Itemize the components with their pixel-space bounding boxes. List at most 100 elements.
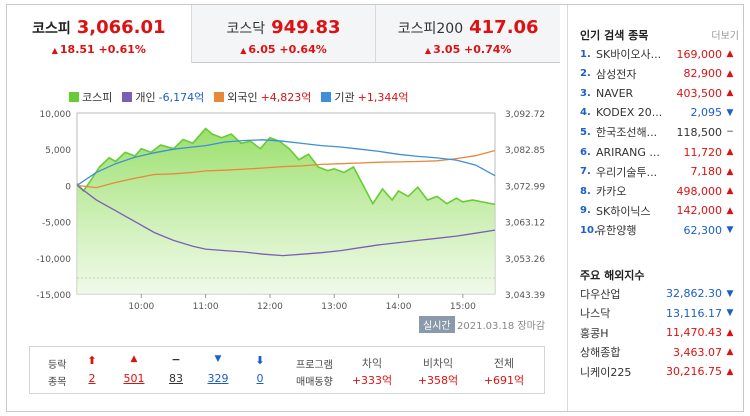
- side-panel: 인기 검색 종목 더보기 1. SK바이오사... 169,000 ▲ 2. 삼성전자 82…: [567, 5, 745, 411]
- rank: 7.: [580, 166, 591, 178]
- overseas-item[interactable]: 상해종합 3,463.07 ▲: [580, 343, 740, 362]
- y-right-tick-label: 3,063.12: [505, 219, 545, 229]
- program-label-bottom: 매매동향: [296, 377, 333, 388]
- stock-price: 7,180: [690, 165, 723, 179]
- market-stats: 등락 종목 ⬆ 2 ▲ 501 − 83 ▼ 329 ⬇ 0 프로그램 매매동향…: [29, 346, 545, 394]
- stock-name: NAVER: [596, 86, 634, 100]
- legend-label: 코스피: [82, 91, 113, 104]
- legend-kospi[interactable]: 코스피: [69, 89, 112, 105]
- y-right-tick-label: 3,043.39: [505, 291, 545, 301]
- popular-item[interactable]: 10. 유한양행 62,300 ▼: [580, 221, 740, 239]
- arrow-down-icon: ▼: [726, 308, 734, 318]
- x-tick-label: 14:00: [386, 302, 412, 311]
- individual-line: [76, 184, 496, 257]
- legend-swatch: [321, 92, 332, 102]
- tab-kosdaq[interactable]: 코스닥 949.83 ▲ 6.05 +0.64%: [191, 5, 377, 63]
- x-tick-label: 12:00: [257, 302, 283, 311]
- popular-item[interactable]: 9. SK하이닉스 142,000 ▲: [580, 202, 740, 220]
- legend-value: -6,174억: [158, 91, 205, 104]
- y-left-tick-label: 10,000: [40, 110, 72, 120]
- legend-label: 개인: [135, 91, 156, 104]
- rise-count[interactable]: 501: [123, 372, 145, 385]
- rank: 2.: [580, 68, 591, 80]
- stats-label-bottom: 종목: [48, 377, 67, 388]
- stock-name: 카카오: [596, 185, 627, 199]
- fall-count[interactable]: 329: [207, 372, 229, 385]
- stock-name: SK하이닉스: [596, 204, 651, 218]
- stock-price: 11,720: [683, 145, 723, 159]
- stock-price: 82,900: [683, 67, 723, 81]
- dash-icon: −: [726, 127, 734, 138]
- popular-title: 인기 검색 종목: [580, 29, 649, 42]
- legend-label: 기관: [334, 91, 355, 104]
- index-name: 상해종합: [580, 346, 621, 359]
- legend-swatch: [214, 92, 225, 102]
- triangle-up-icon: ▲: [51, 46, 58, 55]
- popular-item[interactable]: 7. 우리기술투... 7,180 ▲: [580, 163, 740, 181]
- kospi-investor-chart: 10,000 5,000 0 -5,000 -10,000 -15,000 3,092.72…: [36, 110, 545, 311]
- popular-item[interactable]: 5. 한국조선해... 118,500−: [580, 123, 740, 141]
- overseas-title: 주요 해외지수: [580, 269, 645, 282]
- tab-change: 3.05 +0.74%: [433, 43, 512, 56]
- upper-limit-count[interactable]: 2: [88, 372, 96, 385]
- y-left-tick-label: -10,000: [36, 255, 71, 265]
- index-price: 32,862.30: [666, 287, 722, 300]
- legend-swatch: [122, 92, 133, 102]
- institution-line: [76, 139, 496, 186]
- arrow-up-icon: ▲: [726, 347, 734, 357]
- legend-individual[interactable]: 개인 -6,174억: [122, 89, 204, 105]
- fall-icon: ▼: [214, 354, 222, 364]
- legend-foreign[interactable]: 외국인 +4,823억: [214, 89, 311, 105]
- stock-price: 498,000: [676, 184, 723, 198]
- tab-name: 코스피200: [397, 21, 464, 37]
- arrow-up-icon: ▲: [726, 147, 734, 157]
- popular-item[interactable]: 6. ARIRANG ... 11,720 ▲: [580, 143, 740, 161]
- total-value: +691억: [483, 374, 525, 387]
- overseas-item[interactable]: 홍콩H 11,470.43 ▲: [580, 323, 740, 342]
- legend-institution[interactable]: 기관 +1,344억: [321, 89, 409, 105]
- y-left-tick-label: 5,000: [45, 146, 71, 156]
- rank: 6.: [580, 146, 591, 158]
- popular-item[interactable]: 2. 삼성전자 82,900 ▲: [580, 65, 740, 83]
- date-label: 2021.03.18 장마감: [457, 321, 546, 332]
- y-left-tick-label: -15,000: [36, 291, 71, 301]
- unchanged-count[interactable]: 83: [169, 372, 183, 385]
- overseas-item[interactable]: 다우산업 32,862.30 ▼: [580, 284, 740, 303]
- tab-name: 코스닥: [226, 21, 266, 37]
- lower-limit-icon: ⬇: [255, 354, 265, 367]
- popular-item[interactable]: 4. KODEX 20... 2,095 ▼: [580, 104, 740, 122]
- stock-name: 유한양행: [596, 224, 637, 238]
- y-right-tick-label: 3,053.26: [505, 255, 545, 265]
- overseas-item[interactable]: 나스닥 13,116.17 ▼: [580, 304, 740, 323]
- stock-price: 62,300: [683, 223, 723, 237]
- index-price: 13,116.17: [666, 306, 722, 320]
- popular-item[interactable]: 3. NAVER 403,500 ▲: [580, 84, 740, 102]
- rank: 8.: [580, 185, 591, 197]
- index-tabs: 코스피 3,066.01 ▲ 18.51 +0.61% 코스닥 949.83 ▲ 6…: [7, 5, 561, 63]
- stock-price: 2,095: [690, 106, 723, 120]
- arbitrage-header: 차익: [361, 357, 383, 370]
- x-tick-label: 11:00: [193, 302, 219, 311]
- x-tick-label: 13:00: [321, 302, 347, 311]
- more-link[interactable]: 더보기: [711, 31, 739, 42]
- tab-kospi[interactable]: 코스피 3,066.01 ▲ 18.51 +0.61%: [7, 5, 192, 63]
- popular-item[interactable]: 8. 카카오 498,000 ▲: [580, 182, 740, 200]
- y-left-tick-label: 0: [65, 182, 71, 192]
- popular-item[interactable]: 1. SK바이오사... 169,000 ▲: [580, 45, 740, 63]
- overseas-item[interactable]: 니케이225 30,216.75 ▲: [580, 362, 740, 381]
- arbitrage-value: +333억: [351, 374, 393, 387]
- tab-kospi200[interactable]: 코스피200 417.06 ▲ 3.05 +0.74%: [376, 5, 561, 63]
- non-arbitrage-value: +358억: [417, 374, 459, 387]
- rank: 1.: [580, 48, 591, 60]
- live-badge[interactable]: 실시간: [419, 316, 455, 333]
- lower-limit-count[interactable]: 0: [256, 372, 264, 385]
- index-price: 11,470.43: [666, 326, 722, 339]
- legend-value: +4,823억: [260, 91, 312, 104]
- index-price: 3,463.07: [673, 345, 722, 359]
- unchanged-icon: −: [171, 353, 181, 366]
- arrow-up-icon: ▲: [726, 166, 734, 177]
- legend-swatch: [69, 92, 79, 102]
- index-name: 니케이225: [580, 365, 632, 379]
- stock-name: 삼성전자: [596, 67, 637, 81]
- total-header: 전체: [493, 357, 515, 370]
